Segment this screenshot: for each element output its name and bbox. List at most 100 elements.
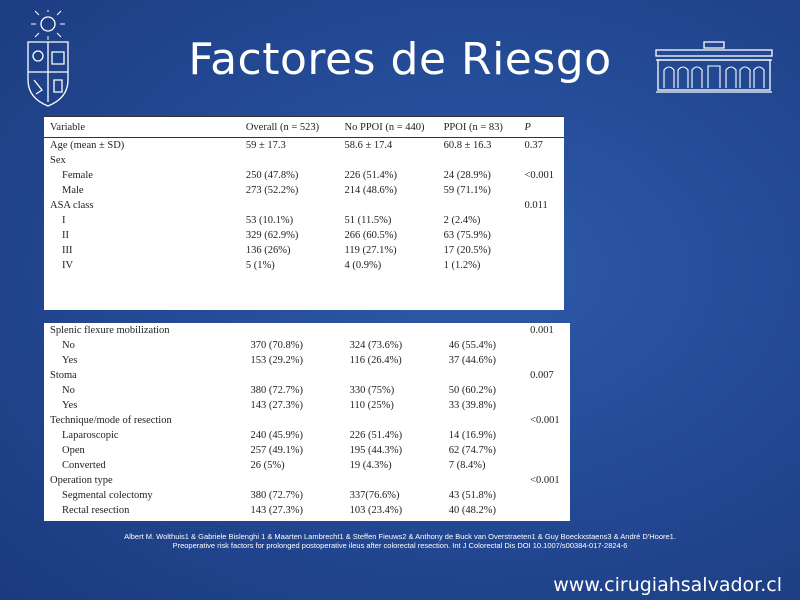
cell-no-ppoi: 214 (48.6%) xyxy=(344,185,398,196)
cell-no-ppoi: 337(76.6%) xyxy=(349,490,400,501)
row-label: Splenic flexure mobilization xyxy=(50,325,170,336)
cell-p-value xyxy=(530,458,570,473)
cell-overall: 329 (62.9%) xyxy=(245,230,299,241)
slide-title: Factores de Riesgo xyxy=(188,34,612,85)
cell-ppoi: 33 (39.8%) xyxy=(448,400,497,411)
cell-overall: 136 (26%) xyxy=(245,245,291,256)
cell-ppoi: 2 (2.4%) xyxy=(443,215,481,226)
cell-ppoi xyxy=(444,198,525,213)
cell-p-value xyxy=(530,503,570,518)
cell-ppoi xyxy=(449,323,530,338)
cell-no-ppoi: 4 (0.9%) xyxy=(344,260,382,271)
header-overall: Overall (n = 523) xyxy=(245,116,345,138)
cell-overall xyxy=(246,198,345,213)
citation-reference: Preoperative risk factors for prolonged … xyxy=(172,541,628,550)
row-label: IV xyxy=(62,260,74,271)
cell-overall xyxy=(251,473,350,488)
table-body-1: Age (mean ± SD) 59 ± 17.3 58.6 ± 17.4 60.8 … xyxy=(44,138,564,274)
citation-authors: Albert M. Wolthuis1 & Gabriele Bislenghi… xyxy=(124,532,676,541)
row-label: Female xyxy=(62,170,93,181)
cell-p-value xyxy=(524,213,564,228)
cell-ppoi xyxy=(444,153,525,168)
header-ppoi: PPOI (n = 83) xyxy=(443,116,525,138)
row-label: Age (mean ± SD) xyxy=(50,140,125,151)
cell-p-value xyxy=(530,383,570,398)
cell-ppoi: 14 (16.9%) xyxy=(448,430,497,441)
university-crest-icon xyxy=(27,10,69,107)
cell-ppoi: 40 (48.2%) xyxy=(448,505,497,516)
row-label: Yes xyxy=(62,400,78,411)
row-label: Operation type xyxy=(50,475,113,486)
cell-p-value xyxy=(530,398,570,413)
cell-p-value: 0.37 xyxy=(524,140,543,151)
hospital-building-icon xyxy=(655,41,773,93)
table-row: Laparoscopic 240 (45.9%) 226 (51.4%) 14 (16… xyxy=(44,428,570,443)
cell-ppoi: 7 (8.4%) xyxy=(448,460,486,471)
cell-no-ppoi: 116 (26.4%) xyxy=(349,355,402,366)
cell-no-ppoi: 226 (51.4%) xyxy=(349,430,403,441)
cell-no-ppoi xyxy=(350,323,449,338)
table-row: No 370 (70.8%) 324 (73.6%) 46 (55.4%) xyxy=(44,338,570,353)
cell-ppoi: 59 (71.1%) xyxy=(443,185,491,196)
table-row: I 53 (10.1%) 51 (11.5%) 2 (2.4%) xyxy=(44,213,564,228)
table-header-row: Variable Overall (n = 523) No PPOI (n = … xyxy=(44,116,564,138)
cell-overall: 153 (29.2%) xyxy=(250,355,304,366)
cell-p-value xyxy=(524,153,564,168)
row-label: Technique/mode of resection xyxy=(50,415,172,426)
cell-p-value xyxy=(530,443,570,458)
row-label: Segmental colectomy xyxy=(62,490,153,501)
header-no-ppoi: No PPOI (n = 440) xyxy=(344,116,444,138)
row-label: Open xyxy=(62,445,85,456)
cell-overall: 380 (72.7%) xyxy=(250,385,304,396)
cell-overall xyxy=(251,368,350,383)
table-row: Female 250 (47.8%) 226 (51.4%) 24 (28.9%) <0… xyxy=(44,168,564,183)
table-panel-demographics: Variable Overall (n = 523) No PPOI (n = … xyxy=(44,116,564,310)
cell-ppoi xyxy=(449,473,530,488)
cell-p-value: 0.011 xyxy=(524,200,548,211)
cell-p-value xyxy=(524,243,564,258)
table-row: Stoma 0.007 xyxy=(44,368,570,383)
cell-overall: 59 ± 17.3 xyxy=(245,140,286,151)
row-label: ASA class xyxy=(50,200,94,211)
row-label: II xyxy=(62,230,69,241)
cell-overall: 257 (49.1%) xyxy=(250,445,304,456)
table-panel-surgical: Splenic flexure mobilization 0.001 No 370 (… xyxy=(44,323,570,521)
cell-p-value xyxy=(524,228,564,243)
cell-no-ppoi: 266 (60.5%) xyxy=(344,230,398,241)
table-row: II 329 (62.9%) 266 (60.5%) 63 (75.9%) xyxy=(44,228,564,243)
cell-overall: 370 (70.8%) xyxy=(250,340,304,351)
cell-no-ppoi: 110 (25%) xyxy=(349,400,394,411)
row-label: No xyxy=(62,385,75,396)
row-label: Converted xyxy=(62,460,106,471)
table-row: Segmental colectomy 380 (72.7%) 337(76.6%)… xyxy=(44,488,570,503)
cell-overall: 143 (27.3%) xyxy=(250,400,304,411)
table-row: Technique/mode of resection <0.001 xyxy=(44,413,570,428)
cell-overall xyxy=(251,323,350,338)
table-row: Splenic flexure mobilization 0.001 xyxy=(44,323,570,338)
cell-ppoi: 37 (44.6%) xyxy=(448,355,497,366)
table-row: Operation type <0.001 xyxy=(44,473,570,488)
cell-overall: 5 (1%) xyxy=(245,260,275,271)
cell-ppoi: 46 (55.4%) xyxy=(448,340,497,351)
row-label: III xyxy=(62,245,73,256)
cell-p-value xyxy=(530,428,570,443)
cell-ppoi: 60.8 ± 16.3 xyxy=(443,140,492,151)
cell-ppoi: 17 (20.5%) xyxy=(443,245,491,256)
cell-no-ppoi xyxy=(350,368,449,383)
cell-overall: 240 (45.9%) xyxy=(250,430,304,441)
cell-p-value xyxy=(530,488,570,503)
cell-no-ppoi xyxy=(345,198,444,213)
cell-no-ppoi: 51 (11.5%) xyxy=(344,215,392,226)
row-label: I xyxy=(62,215,66,226)
table-row: Converted 26 (5%) 19 (4.3%) 7 (8.4%) xyxy=(44,458,570,473)
row-label: Yes xyxy=(62,355,78,366)
cell-ppoi: 50 (60.2%) xyxy=(448,385,497,396)
cell-no-ppoi xyxy=(350,413,449,428)
risk-factor-table-2: Splenic flexure mobilization 0.001 No 370 (… xyxy=(44,323,570,518)
cell-overall: 143 (27.3%) xyxy=(250,505,304,516)
cell-ppoi: 43 (51.8%) xyxy=(448,490,497,501)
cell-ppoi: 63 (75.9%) xyxy=(443,230,491,241)
table-row: III 136 (26%) 119 (27.1%) 17 (20.5%) xyxy=(44,243,564,258)
cell-p-value: 0.007 xyxy=(530,370,554,381)
cell-ppoi: 62 (74.7%) xyxy=(448,445,497,456)
